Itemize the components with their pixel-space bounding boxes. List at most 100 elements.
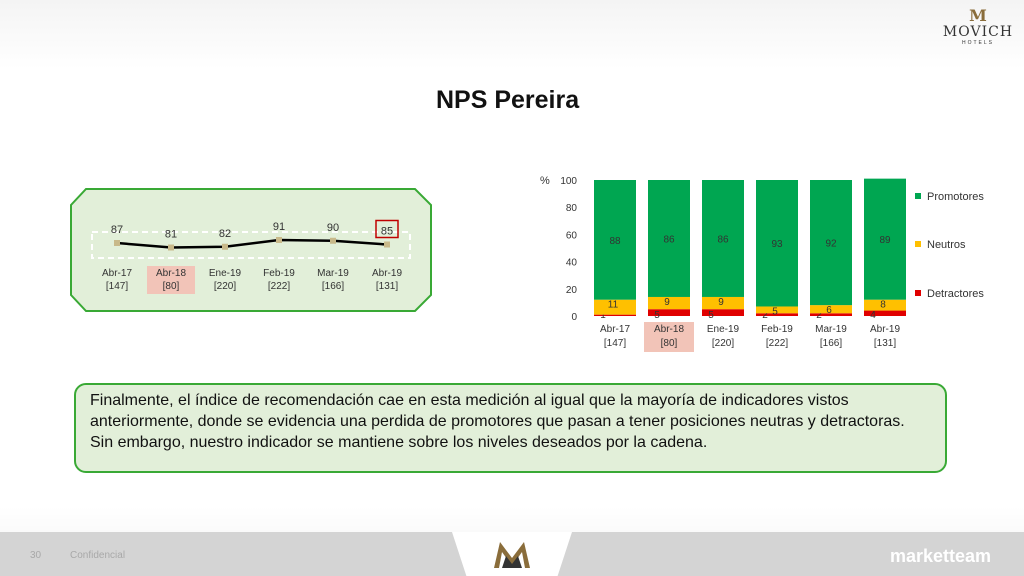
bar-x-tick-label: Abr-19 [870, 324, 900, 335]
bar-segment-neutros [702, 296, 744, 310]
line-x-tick-label: Feb-19 [263, 268, 295, 279]
nps-data-label: 91 [273, 221, 285, 233]
legend-label-neutros: Neutros [927, 239, 966, 251]
bar-x-tick-label: Ene-19 [707, 324, 740, 335]
bar-data-label-promotores: 92 [825, 239, 837, 250]
confidential-label: Confidencial [70, 550, 126, 561]
bar-data-label-detractores: 2 [762, 310, 768, 321]
nps-data-label: 82 [219, 228, 231, 240]
bar-segment-neutros [864, 299, 906, 311]
bar-segment-neutros [594, 299, 636, 315]
bar-data-label-promotores: 88 [609, 236, 621, 247]
nps-data-label: 90 [327, 222, 339, 234]
bar-data-label-promotores: 86 [663, 234, 675, 245]
bar-data-label-detractores: 5 [708, 310, 714, 321]
line-x-base-label: [220] [214, 281, 236, 292]
marketteam-logo: marketteam [890, 546, 992, 566]
legend-swatch-promotores [915, 193, 921, 199]
legend-swatch-neutros [915, 241, 921, 247]
movich-logo-name: MOVICH [942, 24, 1014, 40]
nps-line-series [116, 238, 388, 249]
nps-line-point [222, 243, 228, 250]
nps-line-point [330, 237, 336, 244]
line-x-tick-label: Ene-19 [209, 268, 242, 279]
line-x-tick-label: Abr-17 [102, 268, 132, 279]
bar-data-label-promotores: 93 [771, 239, 783, 250]
bar-segment-neutros [810, 305, 852, 314]
bar-x-base-label: [166] [820, 338, 842, 349]
bar-data-label-neutros: 11 [608, 300, 619, 311]
footer-center-shape [452, 532, 572, 576]
line-x-base-label: [131] [376, 281, 398, 292]
bar-x-tick-label: Mar-19 [815, 324, 847, 335]
nps-line-point [276, 237, 282, 243]
bar-data-label-neutros: 8 [880, 300, 886, 311]
bar-data-label-detractores: 5 [654, 310, 660, 321]
bar-y-tick-label: 0 [571, 312, 577, 323]
line-chart-dashed-frame [91, 231, 411, 259]
nps-data-label: 81 [165, 229, 177, 241]
bar-segment-detractores [810, 313, 852, 316]
bar-y-tick-label: 100 [560, 176, 577, 187]
bar-segment-promotores [810, 180, 852, 306]
line-x-tick-label: Mar-19 [317, 268, 349, 279]
bar-segment-promotores [594, 180, 636, 300]
bar-y-tick-label: 80 [566, 203, 578, 214]
bar-segment-detractores [648, 309, 690, 316]
bar-segment-detractores [594, 314, 636, 316]
movich-footer-logo-icon [494, 542, 530, 568]
bar-y-tick-label: 40 [566, 258, 578, 269]
bar-segment-promotores [702, 180, 744, 297]
nps-line-chart: 87 Abr-17 [147] 81 Abr-18 [80] 82 Ene-19 [220] 91… [70, 188, 432, 312]
bar-y-tick-label: 20 [566, 285, 578, 296]
bar-data-label-neutros: 6 [826, 305, 832, 316]
legend-label-detractores: Detractores [927, 288, 984, 300]
bar-segment-detractores [702, 309, 744, 316]
line-x-base-label: [222] [268, 281, 290, 292]
nps-line-point [114, 240, 120, 246]
slide-title: NPS Pereira [436, 86, 580, 114]
nps-stacked-bar-chart: % 0 20 40 60 80 100 1 11 88 Abr-17 [147] 5 9 86 Abr-18[… [530, 168, 1010, 358]
bar-x-tick-label: Feb-19 [761, 324, 793, 335]
line-x-base-label: [166] [322, 281, 344, 292]
movich-mark-icon: M [969, 6, 987, 25]
bar-data-label-promotores: 89 [879, 235, 891, 246]
bar-segment-promotores [648, 180, 690, 297]
page-number: 30 [30, 550, 42, 561]
nps-data-label: 87 [111, 224, 123, 236]
nps-data-label: 85 [381, 226, 393, 238]
bar-data-label-detractores: 2 [816, 310, 822, 321]
bar-x-base-label: [131] [874, 338, 896, 349]
conclusion-textbox: Finalmente, el índice de recomendación c… [74, 383, 947, 473]
legend-swatch-detractores [915, 290, 921, 296]
footer-bar: 30 Confidencial marketteam [0, 532, 1024, 576]
nps-line-chart-panel: 87 Abr-17 [147] 81 Abr-18 [80] 82 Ene-19 [220] 91… [70, 188, 432, 312]
line-category-highlight [147, 266, 195, 294]
bar-data-label-neutros: 5 [772, 306, 778, 317]
nps-line-point [384, 241, 390, 248]
line-x-base-label: [80] [163, 281, 180, 292]
line-chart-panel-border [70, 188, 432, 312]
bar-segment-detractores [864, 310, 906, 316]
bar-x-base-label: [220] [712, 338, 734, 349]
bar-category-highlight [644, 322, 694, 352]
bar-y-tick-label: 60 [566, 230, 578, 241]
bar-x-base-label: [222] [766, 338, 788, 349]
bar-segment-neutros [756, 306, 798, 314]
line-x-tick-label: Abr-19 [372, 268, 402, 279]
line-x-tick-label: Abr-18 [156, 268, 186, 279]
line-x-base-label: [147] [106, 281, 128, 292]
bar-data-label-detractores: 1 [600, 310, 606, 321]
bar-x-tick-label: Abr-18 [654, 324, 684, 335]
bar-segment-promotores [864, 178, 906, 300]
bar-x-tick-label: Abr-17 [600, 324, 630, 335]
bar-x-base-label: [147] [604, 338, 626, 349]
bar-x-base-label: [80] [661, 338, 678, 349]
bar-data-label-neutros: 9 [718, 297, 724, 308]
bar-segment-promotores [756, 180, 798, 307]
nps-bar-chart-svg: %02040608010011188Abr-17[147]5986Abr-18[… [540, 175, 984, 352]
nps-last-value-box [375, 219, 399, 239]
bar-segment-neutros [648, 296, 690, 310]
bar-data-label-detractores: 4 [870, 310, 876, 321]
bar-y-unit-label: % [540, 175, 550, 187]
